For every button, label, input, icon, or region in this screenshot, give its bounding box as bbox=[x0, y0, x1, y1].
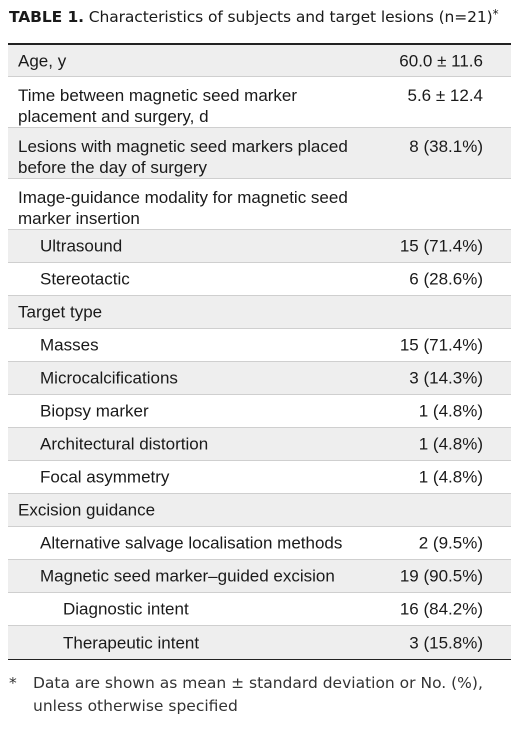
table-row: Focal asymmetry 1 (4.8%) bbox=[8, 461, 511, 494]
row-value: 5.6 ± 12.4 bbox=[407, 86, 484, 105]
characteristics-table: Age, y 60.0 ± 11.6 Time between magnetic s… bbox=[8, 43, 511, 660]
table-row: Time between magnetic seed marker placem… bbox=[8, 77, 511, 128]
table-row: Excision guidance bbox=[8, 494, 511, 527]
row-value: 3 (14.3%) bbox=[409, 368, 483, 388]
row-label: Magnetic seed marker–guided excision bbox=[40, 566, 335, 586]
table-footnote: * Data are shown as mean ± standard devi… bbox=[9, 672, 503, 718]
table-row: Diagnostic intent 16 (84.2%) bbox=[8, 593, 511, 626]
row-label: Image-guidance modality for magnetic see… bbox=[18, 188, 348, 228]
row-value: 60.0 ± 11.6 bbox=[399, 51, 483, 70]
row-value: 3 (15.8%) bbox=[409, 633, 483, 652]
table-row: Age, y 60.0 ± 11.6 bbox=[8, 45, 511, 77]
row-value: 1 (4.8%) bbox=[418, 434, 483, 454]
row-label: Ultrasound bbox=[40, 236, 123, 256]
row-value: 1 (4.8%) bbox=[418, 467, 483, 487]
table-number: TABLE 1. bbox=[9, 8, 84, 26]
row-value: 19 (90.5%) bbox=[399, 566, 483, 586]
row-label: Diagnostic intent bbox=[63, 599, 189, 619]
table-row: Masses 15 (71.4%) bbox=[8, 329, 511, 362]
row-label: Therapeutic intent bbox=[63, 633, 200, 652]
table-row: Microcalcifications 3 (14.3%) bbox=[8, 362, 511, 395]
row-label: Lesions with magnetic seed markers place… bbox=[18, 137, 348, 177]
row-value: 1 (4.8%) bbox=[418, 401, 483, 421]
row-label: Excision guidance bbox=[18, 500, 156, 520]
table-row: Target type bbox=[8, 296, 511, 329]
row-value: 15 (71.4%) bbox=[399, 335, 483, 355]
table-row: Therapeutic intent 3 (15.8%) bbox=[8, 626, 511, 659]
row-value: 15 (71.4%) bbox=[399, 236, 483, 256]
row-label: Masses bbox=[40, 335, 99, 355]
footnote-text: Data are shown as mean ± standard deviat… bbox=[33, 674, 483, 715]
row-label: Age, y bbox=[18, 51, 67, 70]
table-caption: TABLE 1. Characteristics of subjects and… bbox=[9, 7, 499, 26]
row-label: Focal asymmetry bbox=[40, 467, 170, 487]
table-row: Alternative salvage localisation methods… bbox=[8, 527, 511, 560]
row-value: 2 (9.5%) bbox=[418, 533, 483, 553]
table-row: Magnetic seed marker–guided excision 19 (… bbox=[8, 560, 511, 593]
row-label: Alternative salvage localisation methods bbox=[40, 533, 343, 553]
table-row: Ultrasound 15 (71.4%) bbox=[8, 230, 511, 263]
row-value: 16 (84.2%) bbox=[399, 599, 483, 619]
row-value: 6 (28.6%) bbox=[409, 269, 483, 289]
table-row: Lesions with magnetic seed markers place… bbox=[8, 128, 511, 179]
row-label: Time between magnetic seed marker placem… bbox=[18, 86, 298, 126]
row-label: Target type bbox=[18, 302, 103, 322]
row-label: Stereotactic bbox=[40, 269, 130, 289]
table-row: Architectural distortion 1 (4.8%) bbox=[8, 428, 511, 461]
row-value: 8 (38.1%) bbox=[409, 137, 483, 156]
table-title: Characteristics of subjects and target l… bbox=[88, 8, 493, 26]
row-label: Biopsy marker bbox=[40, 401, 149, 421]
row-label: Architectural distortion bbox=[40, 434, 209, 454]
table-row: Image-guidance modality for magnetic see… bbox=[8, 179, 511, 230]
table-row: Biopsy marker 1 (4.8%) bbox=[8, 395, 511, 428]
row-label: Microcalcifications bbox=[40, 368, 178, 388]
footnote-marker: * bbox=[9, 674, 17, 692]
caption-footnote-marker: * bbox=[492, 7, 499, 21]
table-row: Stereotactic 6 (28.6%) bbox=[8, 263, 511, 296]
